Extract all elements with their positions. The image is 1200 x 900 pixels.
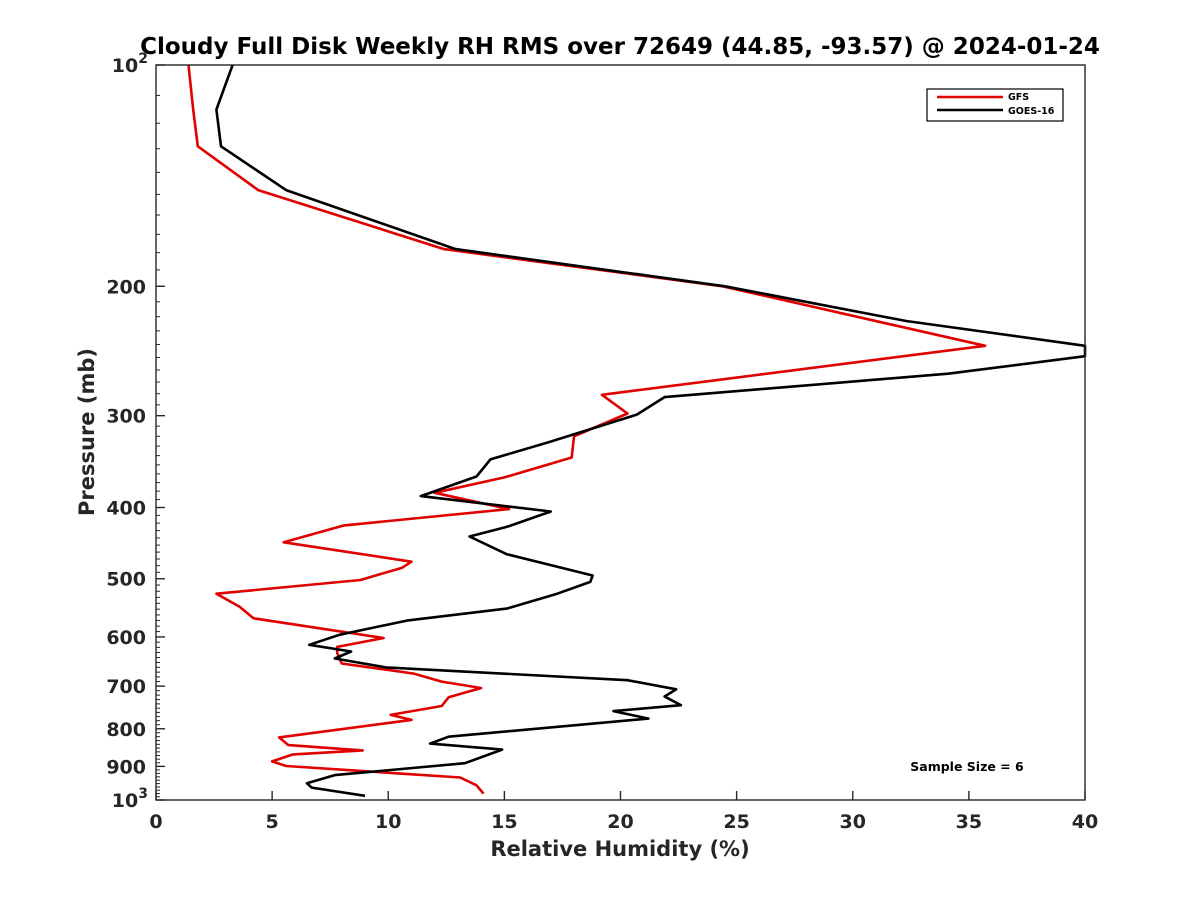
y-tick-label: 900 xyxy=(106,756,146,778)
x-tick-label: 35 xyxy=(956,811,982,833)
y-axis: 102 200 300 400 500 600 700 800 900 103 xyxy=(106,51,165,812)
x-tick-label: 30 xyxy=(840,811,866,833)
y-tick-label: 400 xyxy=(106,498,146,520)
y-tick-label: 700 xyxy=(106,676,146,698)
x-tick-label: 10 xyxy=(375,811,401,833)
sample-size-annotation: Sample Size = 6 xyxy=(910,759,1024,774)
x-tick-label: 15 xyxy=(491,811,517,833)
y-tick-label: 103 xyxy=(112,786,148,812)
y-tick-label: 300 xyxy=(106,406,146,428)
y-tick-label: 800 xyxy=(106,719,146,741)
legend-label-gfs: GFS xyxy=(1008,92,1029,103)
x-tick-label: 20 xyxy=(607,811,633,833)
x-axis: 0 5 10 15 20 25 30 35 40 xyxy=(149,791,1098,833)
legend-label-goes16: GOES-16 xyxy=(1008,106,1055,117)
y-tick-label: 600 xyxy=(106,627,146,649)
y-tick-label: 500 xyxy=(106,569,146,591)
legend-box xyxy=(926,88,1064,122)
series-line-gfs xyxy=(187,64,987,795)
legend: GFS GOES-16 xyxy=(926,88,1064,122)
y-tick-label: 200 xyxy=(106,276,146,298)
x-tick-label: 5 xyxy=(266,811,279,833)
x-tick-label: 0 xyxy=(149,811,162,833)
y-axis-label: Pressure (mb) xyxy=(75,348,99,516)
x-tick-label: 25 xyxy=(723,811,749,833)
chart-title: Cloudy Full Disk Weekly RH RMS over 7264… xyxy=(140,34,1100,60)
x-axis-label: Relative Humidity (%) xyxy=(490,837,749,861)
x-tick-label: 40 xyxy=(1072,811,1098,833)
y-tick-label: 102 xyxy=(112,51,148,77)
